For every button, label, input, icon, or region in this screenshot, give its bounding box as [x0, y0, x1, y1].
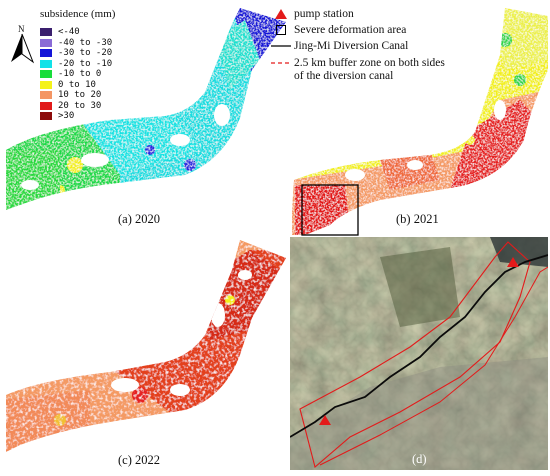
legend-label: <-40 [58, 27, 80, 38]
legend-label: -30 to -20 [58, 48, 113, 59]
map-legend-item-pump-station: pump station [268, 8, 448, 21]
panel-b-map [292, 8, 548, 236]
legend-item: 0 to 10 [40, 80, 112, 91]
north-arrow: N [8, 24, 36, 66]
pump-station-icon [319, 415, 331, 425]
panel-d-satellite: (d) [290, 237, 548, 470]
legend-swatch [40, 59, 52, 68]
caption-b: (b) 2021 [396, 212, 439, 226]
caption-d: (d) [412, 452, 427, 466]
legend: <-40 -40 to -30 -30 to -20 -20 to -10 -10 to… [40, 27, 112, 122]
legend-swatch [40, 49, 52, 58]
panel-c-map [6, 240, 286, 452]
severe-deformation-box [301, 184, 359, 236]
caption-c: (c) 2022 [118, 453, 160, 467]
map-legend-item-buffer: 2.5 km buffer zone on both sides of the … [268, 57, 448, 83]
panel-a-map [0, 0, 290, 225]
legend-title: subsidence (mm) [40, 8, 116, 20]
map-legend: pump station Severe deformation area Jin… [268, 8, 448, 86]
legend-item: -10 to 0 [40, 69, 112, 80]
legend-label: 10 to 20 [58, 90, 102, 101]
black-line-icon [271, 45, 291, 48]
legend-item: -40 to -30 [40, 38, 112, 49]
legend-item: <-40 [40, 27, 112, 38]
legend-swatch [40, 101, 52, 110]
legend-label: -20 to -10 [58, 58, 113, 69]
legend-label: -40 to -30 [58, 37, 113, 48]
map-legend-item-canal: Jing-Mi Diversion Canal [268, 40, 448, 53]
legend-swatch [40, 38, 52, 47]
map-legend-item-severe-deformation: Severe deformation area [268, 24, 448, 37]
red-triangle-icon [275, 9, 287, 19]
legend-swatch [40, 91, 52, 100]
legend-swatch [40, 28, 52, 37]
legend-label: -10 to 0 [58, 69, 102, 80]
square-outline-icon [276, 25, 286, 36]
north-arrow-icon [11, 33, 35, 64]
legend-item: -20 to -10 [40, 59, 112, 70]
pump-station-icon [507, 257, 519, 267]
caption-a: (a) 2020 [118, 212, 160, 226]
legend-label: 0 to 10 [58, 79, 96, 90]
red-dashed-line-icon [271, 62, 291, 64]
legend-label: 20 to 30 [58, 100, 102, 111]
legend-item: >30 [40, 111, 112, 122]
legend-swatch [40, 80, 52, 89]
north-label: N [18, 24, 25, 34]
legend-item: -30 to -20 [40, 48, 112, 59]
legend-label: >30 [58, 111, 75, 122]
legend-item: 20 to 30 [40, 101, 112, 112]
legend-swatch [40, 70, 52, 79]
legend-item: 10 to 20 [40, 90, 112, 101]
legend-swatch [40, 112, 52, 121]
